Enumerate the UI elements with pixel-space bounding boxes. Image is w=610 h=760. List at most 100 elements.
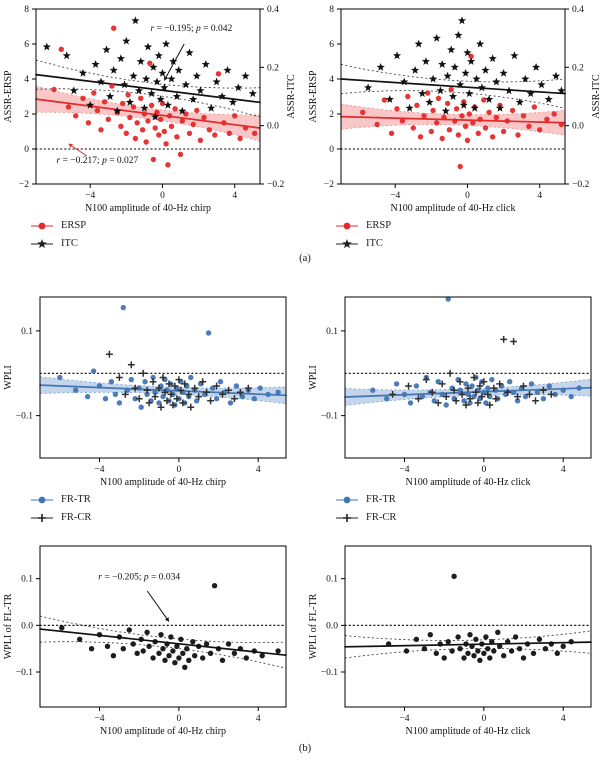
plus-marker-icon bbox=[336, 513, 358, 522]
legend-a-click: ERSP ITC bbox=[335, 218, 391, 251]
svg-text:−4: −4 bbox=[399, 714, 409, 724]
svg-text:ASSR-ERSP: ASSR-ERSP bbox=[3, 70, 14, 123]
svg-text:N100 amplitude of 40-Hz chirp: N100 amplitude of 40-Hz chirp bbox=[100, 726, 226, 737]
svg-text:WPLI: WPLI bbox=[3, 365, 14, 389]
svg-text:0.0: 0.0 bbox=[21, 621, 33, 631]
star-marker-icon bbox=[336, 238, 358, 248]
svg-text:4: 4 bbox=[24, 75, 29, 85]
scatter-plot-wpli-chirp: −4 0 4 0.1 −0.1 WPLI N100 amplitude of 40-Hz c… bbox=[3, 296, 287, 488]
svg-text:−4: −4 bbox=[85, 191, 95, 201]
svg-text:−0.2: −0.2 bbox=[267, 180, 284, 190]
svg-text:6: 6 bbox=[24, 40, 29, 50]
legend-b1-chirp: FR-TR FR-CR bbox=[30, 492, 91, 525]
svg-text:N100 amplitude of 40-Hz click: N100 amplitude of 40-Hz click bbox=[406, 726, 531, 737]
svg-text:N100 amplitude of 40-Hz click: N100 amplitude of 40-Hz click bbox=[391, 203, 516, 214]
svg-text:0.4: 0.4 bbox=[267, 5, 279, 15]
svg-text:0: 0 bbox=[160, 191, 165, 201]
legend-label: FR-TR bbox=[366, 494, 396, 505]
circle-marker-icon bbox=[31, 222, 53, 229]
svg-text:−0.1: −0.1 bbox=[16, 412, 33, 422]
svg-text:−2: −2 bbox=[324, 180, 334, 190]
legend-b1-click: FR-TR FR-CR bbox=[335, 492, 396, 525]
scatter-plot-assr-click: −4 0 4 −2 0 2 4 6 8 −0.2 0.0 0.2 0.4 ASSR-ERSP ASSR-IT… bbox=[308, 5, 602, 214]
panel-a-chirp: −4 0 4 −2 0 2 4 6 8 −0.2 0.0 0.2 0.4 ASSR-ERSP ASSR-IT… bbox=[0, 2, 305, 251]
svg-text:4: 4 bbox=[232, 191, 237, 201]
svg-text:−2: −2 bbox=[19, 180, 29, 190]
svg-text:−4: −4 bbox=[399, 465, 409, 475]
svg-text:ASSR-ITC: ASSR-ITC bbox=[591, 74, 602, 119]
star-marker-icon bbox=[31, 238, 53, 248]
svg-text:0.1: 0.1 bbox=[326, 575, 338, 585]
panel-row-b2: −4 0 4 0.1 0.0 −0.1 WPLI of FL-TR N100 amplitud… bbox=[0, 539, 610, 739]
legend-item-frcr: FR-CR bbox=[335, 510, 396, 525]
panel-b1-chirp: −4 0 4 0.1 −0.1 WPLI N100 amplitude of 40-Hz c… bbox=[0, 290, 305, 525]
legend-label: ITC bbox=[366, 238, 383, 249]
svg-text:0: 0 bbox=[176, 714, 181, 724]
svg-text:0: 0 bbox=[176, 465, 181, 475]
svg-text:−0.1: −0.1 bbox=[321, 412, 338, 422]
svg-text:6: 6 bbox=[329, 40, 334, 50]
svg-text:−4: −4 bbox=[94, 714, 104, 724]
svg-text:0.1: 0.1 bbox=[326, 327, 338, 337]
panel-b2-chirp: −4 0 4 0.1 0.0 −0.1 WPLI of FL-TR N100 amplitud… bbox=[0, 539, 305, 739]
svg-text:WPLI: WPLI bbox=[308, 365, 319, 389]
svg-text:0.2: 0.2 bbox=[267, 63, 279, 73]
legend-item-ersp: ERSP bbox=[30, 218, 86, 233]
svg-text:−4: −4 bbox=[390, 191, 400, 201]
svg-text:4: 4 bbox=[561, 714, 566, 724]
svg-text:−0.1: −0.1 bbox=[16, 668, 33, 678]
svg-text:r = −0.217; p = 0.027: r = −0.217; p = 0.027 bbox=[57, 156, 139, 166]
panel-b1-click: −4 0 4 0.1 −0.1 WPLI N100 amplitude of 40-Hz c… bbox=[305, 290, 610, 525]
legend-label: ITC bbox=[61, 238, 78, 249]
legend-a-chirp: ERSP ITC bbox=[30, 218, 86, 251]
circle-marker-icon bbox=[31, 496, 53, 503]
legend-item-itc: ITC bbox=[335, 236, 391, 251]
svg-text:ASSR-ERSP: ASSR-ERSP bbox=[308, 70, 319, 123]
svg-text:−0.2: −0.2 bbox=[572, 180, 589, 190]
legend-label: FR-TR bbox=[61, 494, 91, 505]
legend-label: ERSP bbox=[61, 220, 87, 231]
svg-text:WPLI of FL-TR: WPLI of FL-TR bbox=[3, 593, 14, 659]
svg-text:r = −0.205; p = 0.034: r = −0.205; p = 0.034 bbox=[98, 573, 180, 583]
svg-text:8: 8 bbox=[24, 5, 29, 15]
svg-text:N100 amplitude of 40-Hz click: N100 amplitude of 40-Hz click bbox=[406, 477, 531, 488]
legend-item-frcr: FR-CR bbox=[30, 510, 91, 525]
svg-text:2: 2 bbox=[24, 110, 29, 120]
circle-marker-icon bbox=[336, 222, 358, 229]
legend-item-frtr: FR-TR bbox=[335, 492, 396, 507]
panel-b2-click: −4 0 4 0.1 0.0 −0.1 WPLI of FL-TR N100 amplitud… bbox=[305, 539, 610, 739]
svg-text:r = −0.195; p = 0.042: r = −0.195; p = 0.042 bbox=[150, 24, 232, 34]
svg-text:0: 0 bbox=[481, 714, 486, 724]
circle-marker-icon bbox=[336, 496, 358, 503]
svg-text:2: 2 bbox=[329, 110, 334, 120]
svg-text:4: 4 bbox=[537, 191, 542, 201]
svg-text:4: 4 bbox=[256, 714, 261, 724]
svg-text:8: 8 bbox=[329, 5, 334, 15]
svg-text:N100 amplitude of 40-Hz chirp: N100 amplitude of 40-Hz chirp bbox=[100, 477, 226, 488]
svg-text:0.1: 0.1 bbox=[21, 327, 33, 337]
svg-text:4: 4 bbox=[561, 465, 566, 475]
scatter-plot-assr-chirp: −4 0 4 −2 0 2 4 6 8 −0.2 0.0 0.2 0.4 ASSR-ERSP ASSR-IT… bbox=[3, 5, 297, 214]
svg-text:0: 0 bbox=[24, 145, 29, 155]
scatter-plot-wpli-click: −4 0 4 0.1 −0.1 WPLI N100 amplitude of 40-Hz c… bbox=[308, 296, 592, 488]
svg-text:0.0: 0.0 bbox=[326, 621, 338, 631]
svg-text:N100 amplitude of 40-Hz chirp: N100 amplitude of 40-Hz chirp bbox=[85, 203, 211, 214]
svg-text:−0.1: −0.1 bbox=[321, 668, 338, 678]
panel-a-click: −4 0 4 −2 0 2 4 6 8 −0.2 0.0 0.2 0.4 ASSR-ERSP ASSR-IT… bbox=[305, 2, 610, 251]
legend-label: ERSP bbox=[366, 220, 392, 231]
svg-text:4: 4 bbox=[329, 75, 334, 85]
caption-b: (b) bbox=[298, 743, 312, 754]
svg-text:0.4: 0.4 bbox=[572, 5, 584, 15]
legend-item-frtr: FR-TR bbox=[30, 492, 91, 507]
svg-text:0.1: 0.1 bbox=[21, 575, 33, 585]
svg-text:0.0: 0.0 bbox=[572, 122, 584, 132]
svg-text:0.0: 0.0 bbox=[267, 122, 279, 132]
svg-text:0.2: 0.2 bbox=[572, 63, 584, 73]
legend-label: FR-CR bbox=[366, 512, 397, 523]
plus-marker-icon bbox=[31, 513, 53, 522]
svg-text:ASSR-ITC: ASSR-ITC bbox=[286, 74, 297, 119]
panel-row-a: −4 0 4 −2 0 2 4 6 8 −0.2 0.0 0.2 0.4 ASSR-ERSP ASSR-IT… bbox=[0, 2, 610, 251]
legend-item-ersp: ERSP bbox=[335, 218, 391, 233]
